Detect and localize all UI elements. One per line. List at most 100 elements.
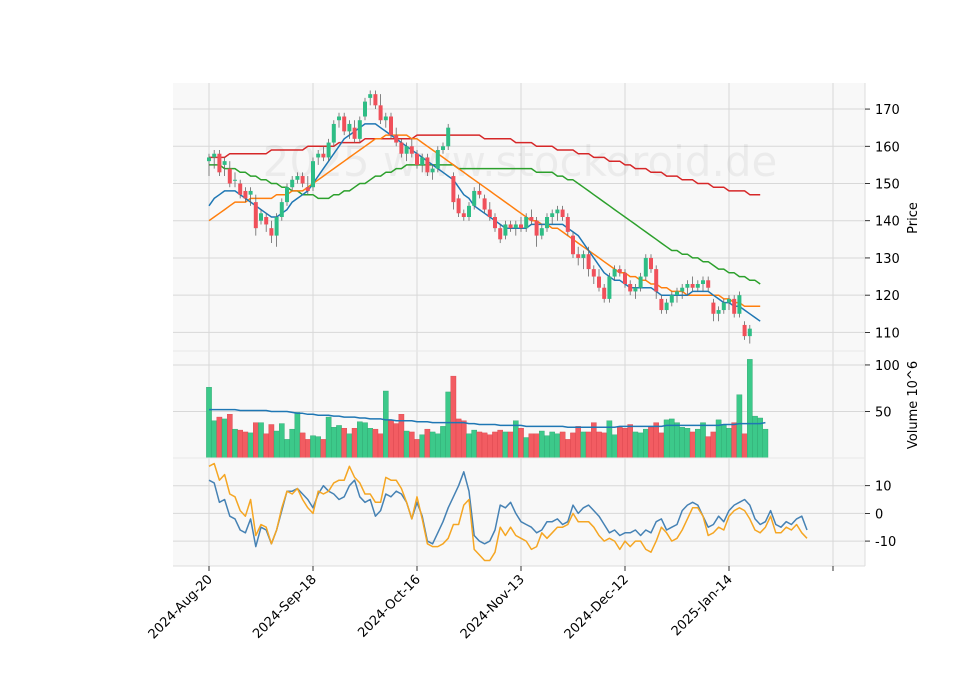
- candle-body: [633, 287, 638, 292]
- volume-bar: [455, 418, 462, 459]
- volume-bar: [497, 429, 504, 459]
- volume-bar: [575, 426, 581, 459]
- candle-body: [664, 302, 669, 311]
- volume-bar: [284, 439, 290, 459]
- volume-bar: [414, 439, 420, 459]
- candlesticks: [207, 90, 752, 344]
- oscillator-line: [208, 471, 808, 548]
- candle-body: [545, 217, 549, 229]
- candle-body: [477, 190, 482, 195]
- candle-body: [264, 217, 269, 225]
- volume-bar: [419, 434, 426, 459]
- volume-bar: [377, 433, 384, 459]
- price-tick-label: 110: [875, 326, 900, 341]
- volume-bar: [596, 431, 602, 459]
- volume-bar: [653, 422, 659, 459]
- candle-body: [643, 257, 648, 277]
- candle-body: [430, 168, 435, 173]
- volume-bar: [429, 431, 436, 459]
- candle-body: [316, 153, 321, 158]
- candle-body: [383, 116, 388, 121]
- volume-bar: [247, 432, 254, 459]
- volume-bar: [518, 428, 524, 459]
- candle-body: [493, 217, 497, 229]
- volume-bar: [351, 428, 358, 459]
- candle-body: [669, 295, 674, 303]
- price-tick-label: 130: [875, 252, 900, 267]
- volume-bar: [299, 432, 306, 459]
- candle-body: [747, 328, 752, 337]
- volume-bar: [461, 420, 467, 459]
- volume-bar: [762, 428, 769, 459]
- volume-bar: [372, 428, 379, 459]
- candle-body: [571, 235, 575, 255]
- volume-bar: [752, 415, 758, 459]
- candle-body: [519, 224, 523, 229]
- volume-bar: [731, 422, 737, 459]
- candle-body: [649, 257, 653, 270]
- candle-body: [737, 295, 742, 314]
- volume-bar: [492, 431, 498, 459]
- volume-bar: [383, 390, 389, 459]
- candle-body: [217, 153, 222, 173]
- candle-body: [628, 284, 633, 292]
- candle-body: [498, 228, 503, 240]
- volume-bar: [289, 428, 296, 459]
- volume-bar: [507, 431, 514, 459]
- candle-body: [461, 213, 466, 217]
- volume-bar: [648, 427, 654, 459]
- candle-body: [357, 120, 362, 139]
- volume-bar: [424, 428, 431, 459]
- candle-body: [727, 298, 731, 303]
- volume-bar: [533, 433, 540, 459]
- candle-body: [389, 116, 393, 136]
- volume-bars: [206, 359, 769, 459]
- volume-bar: [305, 439, 311, 459]
- volume-bar: [481, 432, 488, 459]
- candle-body: [227, 168, 232, 184]
- price-moving-average: [209, 134, 761, 196]
- volume-bar: [736, 394, 743, 459]
- price-moving-average: [208, 123, 761, 322]
- candle-body: [456, 198, 461, 214]
- candle-body: [420, 157, 425, 165]
- candle-body: [602, 287, 607, 299]
- volume-bar: [435, 433, 441, 459]
- oscillator-lines: [208, 462, 808, 562]
- volume-bar: [637, 432, 644, 459]
- candle-body: [321, 153, 326, 158]
- candle-body: [451, 176, 456, 203]
- volume-bar: [570, 432, 576, 459]
- price-moving-average: [209, 164, 761, 285]
- candle-body: [399, 142, 404, 154]
- volume-bar: [440, 426, 446, 459]
- candle-body: [555, 209, 560, 214]
- volume-bar: [466, 433, 472, 459]
- candle-body: [586, 254, 591, 270]
- volume-bar: [549, 431, 555, 459]
- volume-bar: [523, 437, 529, 459]
- volume-bar: [710, 431, 717, 459]
- candle-body: [425, 157, 430, 173]
- candle-body: [352, 127, 357, 139]
- volume-bar: [357, 421, 363, 459]
- candle-body: [248, 190, 253, 195]
- candle-body: [654, 269, 659, 292]
- candle-body: [337, 116, 341, 121]
- volume-tick-label: 50: [875, 405, 892, 420]
- oscillator-panel: [173, 458, 865, 566]
- volume-tick-label: 100: [875, 359, 900, 374]
- candle-body: [363, 101, 367, 117]
- candle-body: [659, 298, 664, 311]
- volume-bar: [606, 420, 613, 459]
- candle-body: [285, 187, 289, 203]
- candle-body: [508, 224, 513, 229]
- volume-bar: [741, 433, 748, 459]
- candle-body: [581, 254, 586, 258]
- candle-body: [467, 205, 471, 217]
- volume-bar: [705, 436, 711, 459]
- candle-body: [529, 217, 534, 221]
- volume-bar: [726, 428, 732, 459]
- volume-bar: [450, 375, 457, 459]
- volume-bar: [471, 429, 478, 459]
